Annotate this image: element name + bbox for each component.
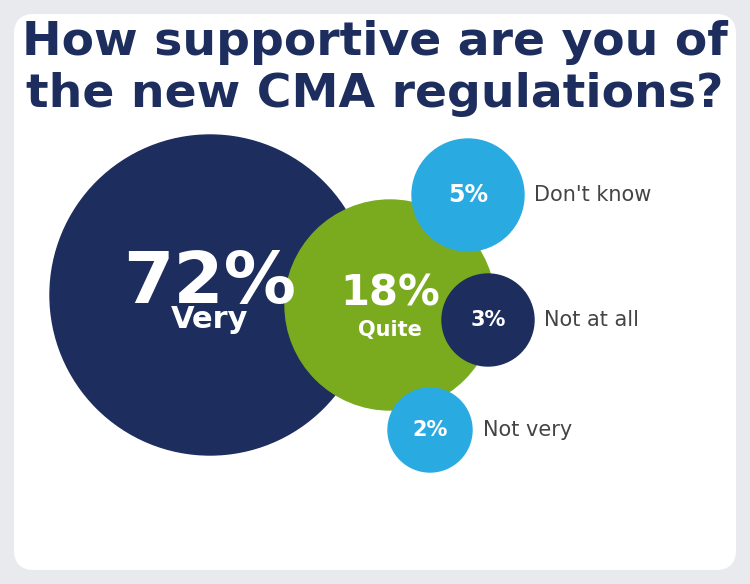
Text: 2%: 2% [413,420,448,440]
Circle shape [442,274,534,366]
Circle shape [285,200,495,410]
Text: Don't know: Don't know [534,185,651,205]
FancyBboxPatch shape [14,14,736,570]
Text: Not very: Not very [483,420,572,440]
Text: 5%: 5% [448,183,488,207]
Text: 18%: 18% [340,272,439,314]
Circle shape [50,135,370,455]
Text: Very: Very [171,305,249,335]
Circle shape [412,139,524,251]
Text: How supportive are you of
the new CMA regulations?: How supportive are you of the new CMA re… [22,20,728,117]
Text: 3%: 3% [470,310,506,330]
Circle shape [388,388,472,472]
Text: 72%: 72% [124,249,296,318]
Text: Quite: Quite [358,320,422,340]
Text: Not at all: Not at all [544,310,639,330]
